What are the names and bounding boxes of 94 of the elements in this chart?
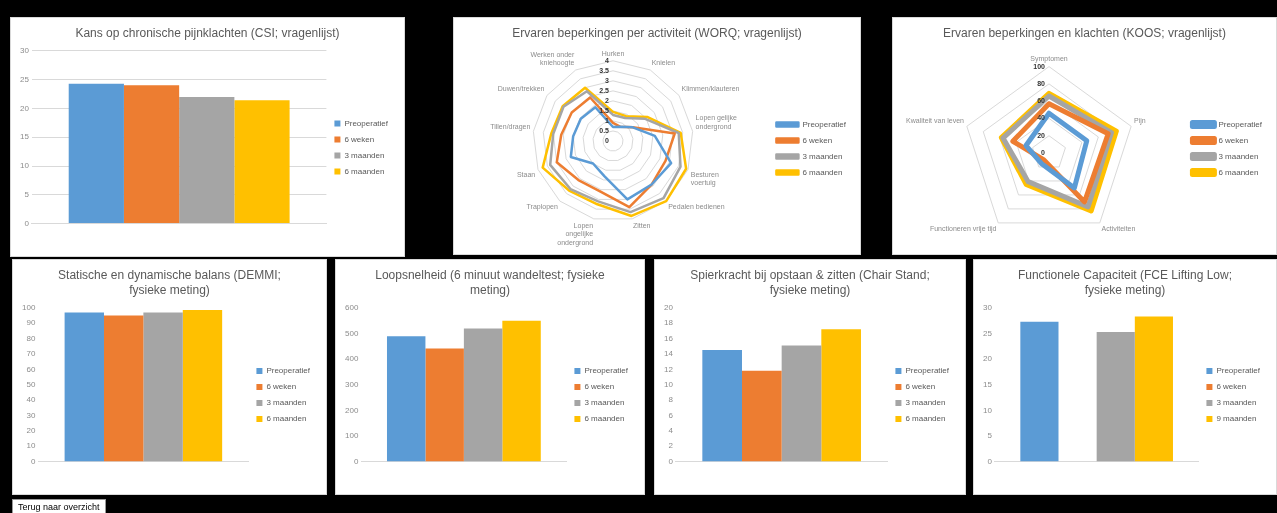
bar [502, 320, 541, 462]
legend-label: Preoperatief [266, 366, 311, 376]
text: Terug naar overzicht [12, 499, 106, 513]
y-tick-label: 0 [24, 218, 30, 228]
legend-label: 6 maanden [802, 167, 843, 177]
y-tick-label: 90 [26, 318, 36, 328]
y-tick-label: 50 [26, 379, 36, 389]
bar [1020, 321, 1059, 462]
y-tick-label: 10 [663, 379, 674, 389]
bar [821, 329, 861, 462]
bar [1096, 331, 1135, 462]
legend-label: Preoperatief [584, 366, 629, 376]
y-tick-label: 10 [19, 161, 30, 171]
y-tick-label: 300 [344, 379, 359, 389]
y-tick-label: 6 [668, 410, 674, 420]
y-tick-label: 80 [26, 333, 36, 343]
bar [425, 348, 464, 462]
legend-label: 6 weken [1218, 135, 1249, 145]
legend-label: 3 maanden [1218, 151, 1259, 161]
y-tick-label: 20 [663, 303, 674, 312]
y-tick-label: 500 [344, 328, 359, 338]
y-tick-label: 20 [19, 103, 30, 113]
chart-title: Ervaren beperkingen per activiteit (WORQ; vragenlijst) [511, 25, 803, 42]
legend-label: 3 maanden [1216, 398, 1257, 408]
y-tick-label: 20 [982, 354, 993, 364]
legend-label: Preoperatief [1216, 366, 1261, 376]
y-tick-label: 100 [21, 303, 36, 312]
legend-label: 6 weken [905, 382, 936, 392]
bar [179, 96, 235, 224]
y-tick-label: 16 [663, 333, 674, 343]
bar [1134, 316, 1173, 462]
y-tick-label: 600 [344, 303, 359, 312]
bar [68, 83, 124, 224]
legend-label: 6 weken [802, 135, 833, 145]
legend-label: 3 maanden [266, 398, 307, 408]
y-tick-label: 14 [663, 349, 674, 359]
chart-title: Ervaren beperkingen en klachten (KOOS; vragenlijst) [942, 25, 1227, 42]
y-tick-label: 15 [982, 379, 993, 389]
legend-label: Preoperatief [905, 366, 950, 376]
y-tick-label: 15 [19, 132, 30, 142]
y-tick-label: 0 [668, 456, 674, 466]
legend-label: 6 maanden [584, 414, 625, 424]
y-tick-label: 30 [26, 410, 36, 420]
y-tick-label: 10 [26, 441, 36, 451]
bar [463, 328, 503, 462]
y-tick-label: 0 [30, 456, 36, 466]
y-tick-label: 30 [982, 303, 993, 312]
bar [234, 100, 290, 224]
y-tick-label: 8 [668, 395, 674, 405]
chart-title: Statische en dynamische balans (DEMMI; fysieke meting) [57, 267, 282, 299]
y-tick-label: 10 [982, 405, 993, 415]
legend-label: 6 weken [584, 382, 615, 392]
y-tick-label: 20 [26, 426, 36, 436]
y-tick-label: 30 [19, 46, 30, 55]
legend-label: 3 maanden [802, 151, 843, 161]
legend-label: 3 maanden [584, 398, 625, 408]
legend-label: Preoperatief [344, 118, 389, 128]
bar [702, 350, 742, 462]
chart-title: Functionele Capaciteit (FCE Lifting Low; fysieke meting) [1016, 267, 1234, 299]
y-tick-label: 100 [344, 431, 359, 441]
legend-label: 6 weken [1216, 382, 1247, 392]
y-tick-label: 200 [344, 405, 359, 415]
legend-label: 6 maanden [1218, 167, 1259, 177]
y-tick-label: 5 [987, 431, 993, 441]
bar [781, 345, 822, 462]
y-tick-label: 0 [987, 456, 993, 466]
y-tick-label: 400 [344, 354, 359, 364]
legend-label: 6 maanden [905, 414, 946, 424]
chart-title: Kans op chronische pijnklachten (CSI; vragenlijst) [74, 25, 341, 42]
y-tick-label: 4 [668, 426, 674, 436]
legend-label: 3 maanden [905, 398, 946, 408]
bar [386, 336, 426, 462]
legend-label: 6 weken [344, 134, 375, 144]
y-tick-label: 12 [663, 364, 674, 374]
legend-label: 3 maanden [344, 150, 385, 160]
y-tick-label: 18 [663, 318, 674, 328]
legend-label: Preoperatief [802, 119, 847, 129]
y-tick-label: 60 [26, 364, 36, 374]
y-tick-label: 25 [982, 328, 993, 338]
y-tick-label: 40 [26, 395, 36, 405]
bar [123, 85, 180, 224]
y-tick-label: 0 [353, 456, 359, 466]
legend-label: 9 maanden [1216, 414, 1257, 424]
y-tick-label: 70 [26, 349, 36, 359]
bar [742, 370, 782, 462]
legend-label: Preoperatief [1218, 119, 1263, 129]
chart-title: Spierkracht bij opstaan & zitten (Chair Stand; fysieke meting) [689, 267, 931, 299]
y-tick-label: 2 [668, 441, 674, 451]
legend-label: 6 maanden [266, 414, 307, 424]
legend-label: 6 weken [266, 382, 297, 392]
y-tick-label: 25 [19, 74, 30, 84]
legend-label: 6 maanden [344, 166, 385, 176]
chart-title: Loopsnelheid (6 minuut wandeltest; fysieke meting) [374, 267, 606, 299]
y-tick-label: 5 [24, 190, 30, 199]
